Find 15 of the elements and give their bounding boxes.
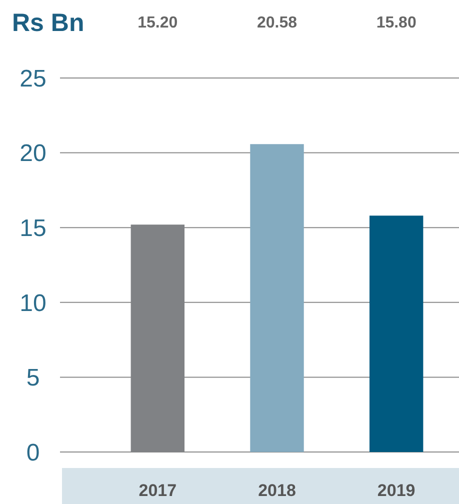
bar	[369, 216, 424, 452]
data-label: 20.58	[256, 14, 298, 32]
x-tick-label: 2017	[138, 480, 177, 500]
y-tick-label: 25	[20, 65, 46, 92]
x-tick-label: 2018	[258, 480, 296, 500]
chart-title: Rs Bn	[12, 8, 84, 37]
y-tick-label: 15	[20, 215, 46, 242]
bar	[250, 144, 304, 452]
y-tick-label: 20	[20, 140, 46, 168]
data-label: 15.80	[376, 14, 416, 32]
y-tick-label: 0	[26, 439, 40, 466]
x-tick-label: 2019	[377, 480, 416, 500]
y-tick-label: 5	[26, 364, 40, 392]
y-tick-label: 10	[20, 290, 46, 317]
data-label: 15.20	[138, 14, 178, 32]
